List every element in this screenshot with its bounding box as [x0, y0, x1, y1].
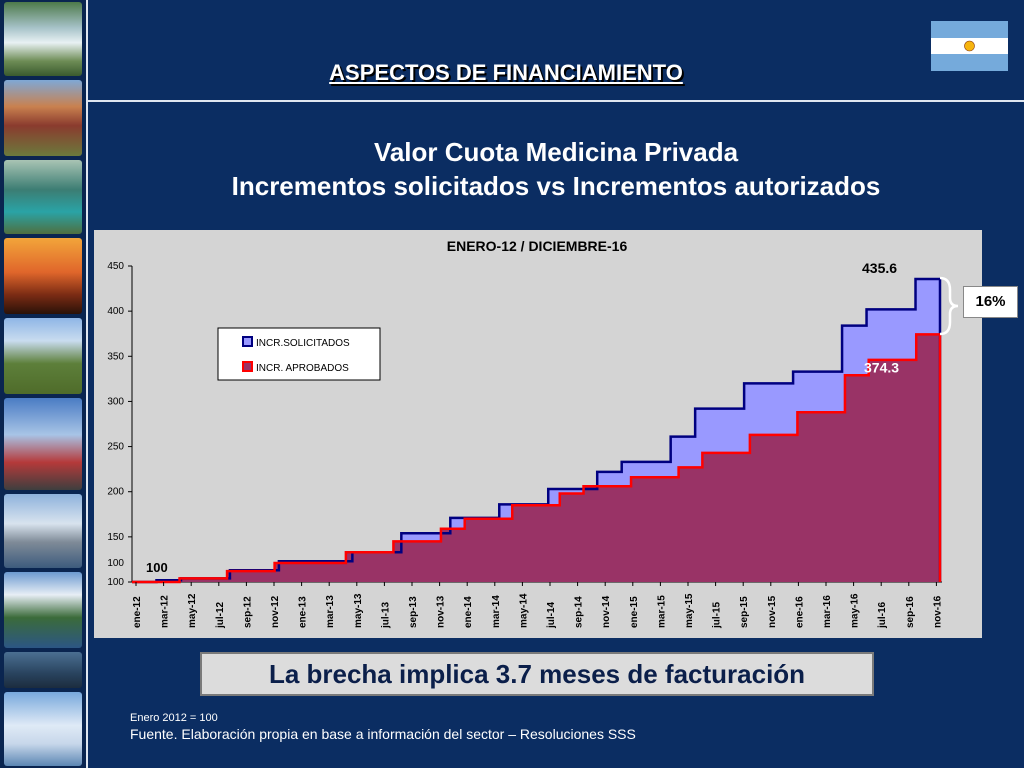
y-tick-label: 200: [107, 487, 124, 498]
river-photo: [4, 160, 82, 234]
x-tick-label: nov-15: [767, 595, 778, 628]
slide-subtitle: Incrementos solicitados vs Incrementos a…: [231, 171, 881, 201]
chart-panel: ENERO-12 / DICIEMBRE-16 100 150 200 250 300 35…: [94, 230, 982, 638]
y-extra-tick-label: 100: [107, 558, 124, 569]
slide-title: Valor Cuota Medicina Privada: [373, 137, 739, 167]
x-tick-label: sep-16: [905, 596, 916, 628]
y-tick-label: 450: [107, 261, 124, 272]
sidebar-photo-strip: [0, 0, 88, 768]
x-tick-label: may-14: [518, 593, 529, 628]
waterfall-photo: [4, 2, 82, 76]
x-tick-label: mar-14: [491, 595, 502, 628]
legend-swatch-aprobados: [242, 361, 253, 372]
y-tick-label: 350: [107, 351, 124, 362]
x-tick-label: mar-12: [160, 595, 171, 628]
gap-percent-callout: 16%: [963, 286, 1018, 318]
obelisk-tango-photo: [4, 398, 82, 490]
start-value-label: 100: [146, 560, 168, 575]
glacier-photo: [4, 692, 82, 766]
cattle-plains-photo: [4, 318, 82, 394]
area-chart: ENERO-12 / DICIEMBRE-16 100 150 200 250 300 35…: [107, 238, 943, 629]
legend-label-aprobados: INCR. APROBADOS: [256, 363, 349, 374]
y-tick-label: 400: [107, 306, 124, 317]
mountains-photo: [4, 80, 82, 156]
x-tick-label: jul-13: [380, 601, 391, 629]
gap-brace: [939, 276, 959, 336]
conclusion-banner: La brecha implica 3.7 meses de facturaci…: [200, 652, 874, 696]
final-solicitados-label: 435.6: [862, 260, 897, 276]
x-tick-label: jul-12: [215, 601, 226, 629]
y-tick-label: 300: [107, 396, 124, 407]
lake-mountains-photo: [4, 572, 82, 648]
x-tick-label: mar-15: [656, 595, 667, 628]
x-tick-label: nov-14: [601, 595, 612, 628]
section-title: ASPECTOS DE FINANCIAMIENTO: [329, 60, 683, 85]
x-tick-label: nov-16: [932, 595, 943, 628]
x-tick-label: ene-16: [794, 596, 805, 628]
x-tick-label: ene-15: [629, 596, 640, 628]
x-tick-label: jul-16: [877, 601, 888, 629]
x-tick-label: ene-12: [132, 596, 143, 628]
x-tick-label: jul-14: [546, 601, 557, 629]
aprobados-line: [132, 333, 942, 584]
legend-swatch-solicitados: [242, 336, 253, 347]
aprobados-area: [132, 334, 940, 582]
x-tick-label: sep-14: [574, 596, 585, 628]
header-divider: [86, 100, 1024, 102]
legend-label-solicitados: INCR.SOLICITADOS: [256, 338, 350, 349]
city-skyline-photo: [4, 494, 82, 568]
x-tick-label: ene-14: [463, 596, 474, 628]
x-tick-label: sep-12: [242, 596, 253, 628]
base-note: Enero 2012 = 100: [130, 712, 218, 724]
x-tick-label: sep-13: [408, 596, 419, 628]
source-note: Fuente. Elaboración propia en base a inf…: [130, 726, 636, 742]
x-tick-label: nov-12: [270, 595, 281, 628]
final-aprobados-label: 374.3: [864, 359, 899, 375]
x-tick-label: sep-15: [739, 596, 750, 628]
y-tick-label: 100: [107, 577, 124, 588]
y-tick-label: 150: [107, 532, 124, 543]
sunset-palms-photo: [4, 238, 82, 314]
x-tick-label: mar-16: [822, 595, 833, 628]
argentina-flag-icon: [931, 21, 1008, 71]
x-tick-label: may-13: [353, 593, 364, 628]
x-tick-label: jul-15: [712, 601, 723, 629]
whale-photo: [4, 652, 82, 688]
x-tick-label: may-16: [850, 593, 861, 628]
chart-title: ENERO-12 / DICIEMBRE-16: [447, 238, 628, 254]
x-tick-label: ene-13: [298, 596, 309, 628]
y-tick-label: 250: [107, 442, 124, 453]
x-tick-label: nov-13: [436, 595, 447, 628]
x-tick-label: may-15: [684, 593, 695, 628]
x-tick-label: mar-13: [325, 595, 336, 628]
x-tick-label: may-12: [187, 593, 198, 628]
